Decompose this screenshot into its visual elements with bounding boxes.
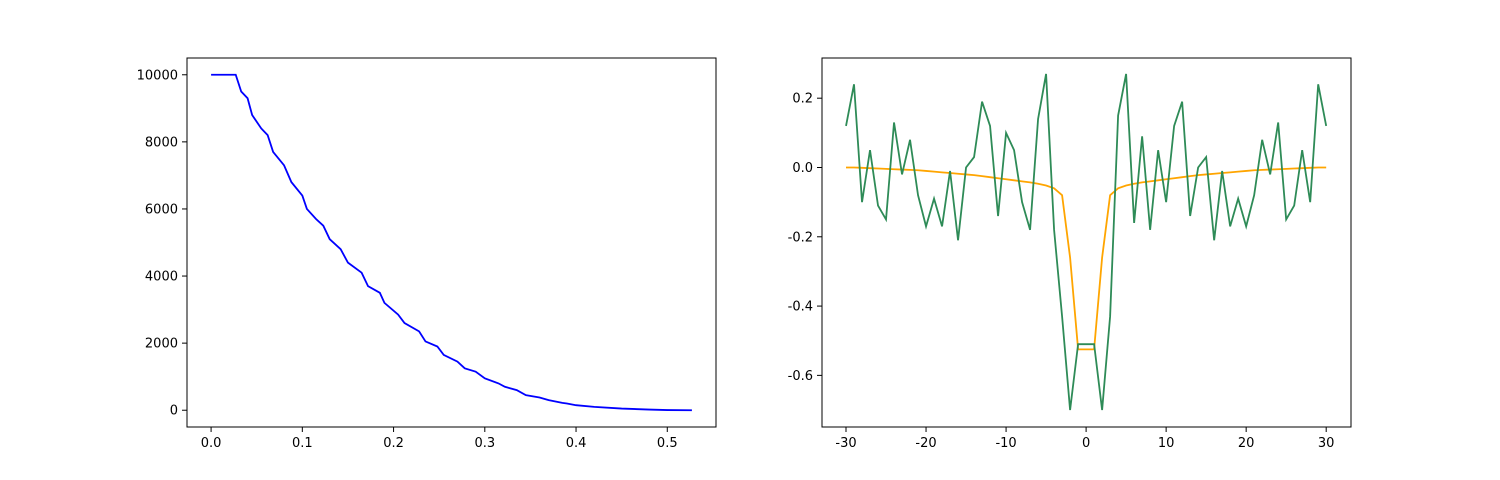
x-tick-label: -10 — [995, 436, 1016, 451]
x-tick-label: 20 — [1238, 436, 1255, 451]
x-tick-label: -30 — [835, 436, 856, 451]
x-tick-label: 0 — [1082, 436, 1090, 451]
y-tick-label: -0.4 — [788, 300, 813, 315]
y-tick-label: 8000 — [145, 135, 178, 150]
axes-frame — [821, 57, 1352, 428]
x-tick-label: 10 — [1158, 436, 1175, 451]
data-line — [211, 73, 692, 412]
x-tick-label: 30 — [1318, 436, 1335, 451]
y-tick-label: 2000 — [145, 337, 178, 352]
y-tick-label: -0.2 — [788, 230, 813, 245]
axes-frame — [186, 57, 717, 428]
data-line — [845, 73, 1328, 411]
x-tick-label: 0.3 — [474, 436, 495, 451]
y-tick-label: 0 — [170, 404, 178, 419]
x-tick-label: 0.0 — [201, 436, 222, 451]
x-tick-label: 0.1 — [292, 436, 313, 451]
y-tick-label: 4000 — [145, 270, 178, 285]
y-tick-label: -0.6 — [788, 369, 813, 384]
x-tick-label: 0.4 — [566, 436, 587, 451]
x-tick-label: 0.5 — [657, 436, 678, 451]
y-tick-label: 0.0 — [792, 161, 813, 176]
y-tick-label: 6000 — [145, 202, 178, 217]
x-tick-label: 0.2 — [383, 436, 404, 451]
y-tick-label: 0.2 — [792, 92, 813, 107]
y-tick-label: 10000 — [137, 68, 178, 83]
data-line — [846, 166, 1327, 351]
x-tick-label: -20 — [915, 436, 936, 451]
